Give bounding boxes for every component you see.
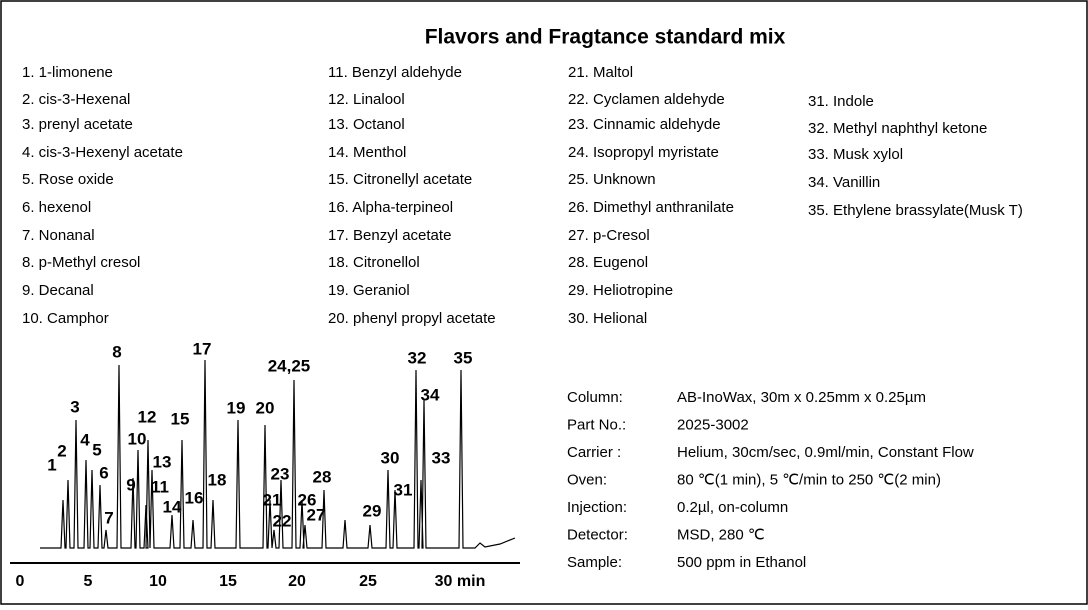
peak-label: 13	[153, 452, 172, 471]
peak-label: 2	[57, 441, 66, 460]
condition-value: 0.2µl, on-column	[677, 499, 788, 516]
peak-label: 33	[432, 448, 451, 467]
peak-label: 17	[193, 339, 212, 358]
x-tick-label: 0	[16, 573, 25, 590]
peak-label: 20	[256, 398, 275, 417]
compound-item: 25. Unknown	[568, 171, 656, 188]
condition-value: AB-InoWax, 30m x 0.25mm x 0.25µm	[677, 389, 926, 406]
compound-item: 12. Linalool	[328, 91, 405, 108]
title: Flavors and Fragtance standard mix	[425, 26, 786, 49]
compound-item: 26. Dimethyl anthranilate	[568, 199, 734, 216]
x-tick-label: 20	[288, 573, 306, 590]
compound-item: 32. Methyl naphthyl ketone	[808, 120, 987, 137]
x-tick-label: 30 min	[435, 573, 486, 590]
x-tick-label: 10	[149, 573, 167, 590]
peak-label: 8	[112, 342, 121, 361]
peak-label: 16	[185, 488, 204, 507]
compound-item: 11. Benzyl aldehyde	[328, 64, 462, 81]
peak-label: 32	[408, 348, 427, 367]
peak-label: 28	[313, 467, 332, 486]
compound-item: 14. Menthol	[328, 144, 406, 161]
compound-item: 16. Alpha-terpineol	[328, 199, 453, 216]
peak-label: 12	[138, 407, 157, 426]
compound-item: 23. Cinnamic aldehyde	[568, 116, 721, 133]
peak-label: 14	[163, 497, 182, 516]
chromatogram-trace	[40, 359, 516, 549]
compound-item: 27. p-Cresol	[568, 227, 650, 244]
peak-label: 31	[394, 480, 413, 499]
peak-label: 26	[298, 490, 317, 509]
x-tick-label: 25	[359, 573, 377, 590]
x-tick-label: 5	[84, 573, 93, 590]
condition-label: Column:	[567, 389, 623, 406]
compound-item: 3. prenyl acetate	[22, 116, 133, 133]
compound-item: 21. Maltol	[568, 64, 633, 81]
peak-label: 34	[421, 385, 440, 404]
peak-label: 30	[381, 448, 400, 467]
compound-item: 30. Helional	[568, 310, 647, 327]
compound-item: 18. Citronellol	[328, 254, 420, 271]
peak-label: 35	[454, 348, 473, 367]
peak-label: 4	[80, 430, 90, 449]
compound-item: 31. Indole	[808, 93, 874, 110]
compound-item: 15. Citronellyl acetate	[328, 171, 472, 188]
peak-label: 19	[227, 398, 246, 417]
compound-item: 5. Rose oxide	[22, 171, 114, 188]
peak-label: 15	[171, 409, 190, 428]
compound-item: 8. p-Methyl cresol	[22, 254, 140, 271]
condition-label: Detector:	[567, 526, 628, 543]
peak-label: 23	[271, 464, 290, 483]
compound-item: 29. Heliotropine	[568, 282, 673, 299]
condition-label: Sample:	[567, 554, 622, 571]
peak-label: 1	[47, 455, 56, 474]
compound-item: 24. Isopropyl myristate	[568, 144, 719, 161]
peak-label: 21	[263, 490, 282, 509]
condition-label: Part No.:	[567, 416, 626, 433]
compound-item: 6. hexenol	[22, 199, 91, 216]
peak-label: 5	[92, 440, 101, 459]
condition-value: 500 ppm in Ethanol	[677, 554, 806, 571]
peak-label: 24,25	[268, 356, 311, 375]
compound-item: 2. cis-3-Hexenal	[22, 91, 130, 108]
peak-label: 6	[99, 463, 108, 482]
peak-label: 3	[70, 397, 79, 416]
peak-label: 27	[307, 505, 326, 524]
compound-item: 1. 1-limonene	[22, 64, 113, 81]
condition-value: 80 ℃(1 min), 5 ℃/min to 250 ℃(2 min)	[677, 471, 941, 488]
compound-item: 7. Nonanal	[22, 227, 95, 244]
compound-item: 33. Musk xylol	[808, 146, 903, 163]
peak-label: 29	[363, 501, 382, 520]
peak-label: 22	[273, 511, 292, 530]
compound-item: 34. Vanillin	[808, 174, 880, 191]
peak-label: 10	[128, 429, 147, 448]
peak-label: 9	[126, 475, 135, 494]
peak-label: 11	[151, 477, 169, 496]
condition-label: Carrier :	[567, 444, 621, 461]
condition-label: Oven:	[567, 471, 607, 488]
compound-item: 10. Camphor	[22, 310, 109, 327]
condition-value: MSD, 280 ℃	[677, 526, 765, 543]
compound-item: 19. Geraniol	[328, 282, 410, 299]
compound-item: 13. Octanol	[328, 116, 405, 133]
compound-item: 35. Ethylene brassylate(Musk T)	[808, 202, 1023, 219]
compound-item: 20. phenyl propyl acetate	[328, 310, 496, 327]
x-tick-label: 15	[219, 573, 237, 590]
compound-item: 22. Cyclamen aldehyde	[568, 91, 725, 108]
compound-item: 4. cis-3-Hexenyl acetate	[22, 144, 183, 161]
condition-label: Injection:	[567, 499, 627, 516]
peak-label: 18	[208, 470, 227, 489]
compound-item: 17. Benzyl acetate	[328, 227, 451, 244]
condition-value: 2025-3002	[677, 416, 749, 433]
compound-item: 9. Decanal	[22, 282, 94, 299]
peak-label: 7	[104, 508, 113, 527]
compound-item: 28. Eugenol	[568, 254, 648, 271]
condition-value: Helium, 30cm/sec, 0.9ml/min, Constant Fl…	[677, 444, 974, 461]
